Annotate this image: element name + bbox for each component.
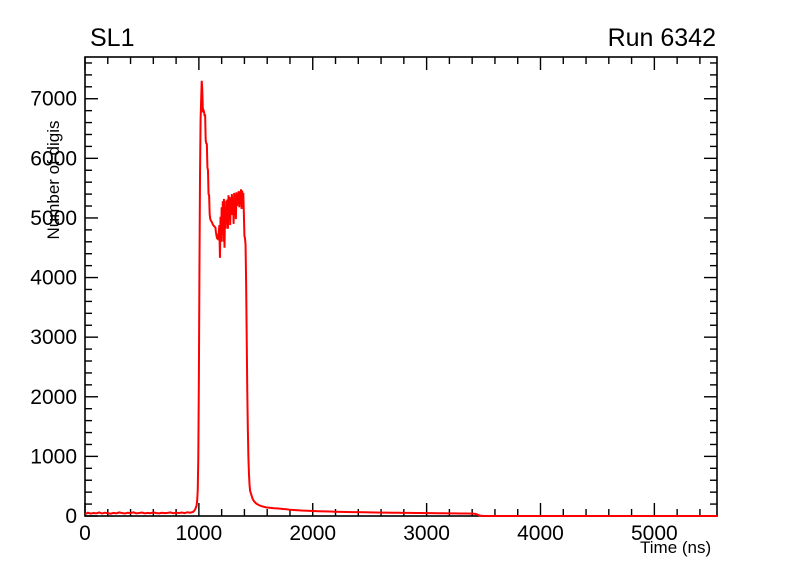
- y-tick-label: 1000: [30, 445, 77, 468]
- x-axis-label: Time (ns): [640, 538, 712, 557]
- x-tick-labels: 0 1000 2000 3000 4000 5000: [79, 522, 678, 545]
- page-title: SL1: [90, 24, 135, 52]
- x-tick-label: 0: [79, 522, 91, 545]
- x-tick-label: 3000: [403, 522, 450, 545]
- x-tick-label: 5000: [631, 522, 678, 545]
- x-tick-label: 2000: [289, 522, 336, 545]
- y-axis-ticks: [85, 62, 717, 517]
- y-tick-label: 5000: [30, 207, 77, 230]
- y-tick-label: 2000: [30, 386, 77, 409]
- y-tick-label: 0: [65, 505, 77, 528]
- y-tick-labels: 0 1000 2000 3000 4000 5000 6000 7000: [30, 88, 77, 528]
- y-tick-label: 3000: [30, 326, 77, 349]
- series-line: [84, 80, 717, 517]
- run-label: Run 6342: [607, 24, 716, 52]
- y-tick-label: 7000: [30, 88, 77, 111]
- y-tick-label: 4000: [30, 267, 77, 290]
- plot-frame: [84, 56, 718, 517]
- x-tick-label: 1000: [176, 522, 223, 545]
- x-axis-ticks: [84, 57, 701, 516]
- y-tick-label: 6000: [30, 147, 77, 170]
- x-tick-label: 4000: [517, 522, 564, 545]
- data-series: [84, 80, 717, 517]
